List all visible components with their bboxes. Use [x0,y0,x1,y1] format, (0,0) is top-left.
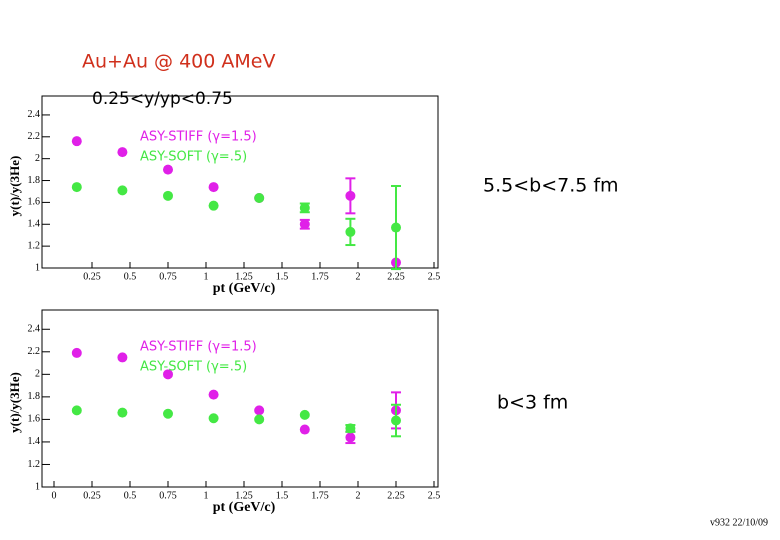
x-tick-label: 0.25 [83,271,101,282]
data-point [71,136,82,147]
y-tick-label: 2.4 [28,324,41,335]
x-tick-label: 2 [356,490,361,501]
y-tick-label: 1.6 [28,414,41,425]
data-point [71,347,82,358]
x-tick-label: 1.75 [311,490,329,501]
y-tick-label: 2 [35,153,40,164]
data-point [299,409,310,420]
annotation: b<3 fm [497,392,568,414]
x-tick-label: 2 [356,271,361,282]
y-tick-label: 1.2 [28,240,41,251]
y-tick-label: 1.4 [28,219,41,230]
x-tick-label: 0.75 [159,271,177,282]
x-tick-label: 2.5 [428,271,441,282]
x-tick-label: 2.25 [387,490,405,501]
footer: v932 22/10/09 [710,517,768,528]
data-point [71,182,82,193]
legend-entry: ASY-SOFT (γ=.5) [140,150,247,165]
data-point [117,352,128,363]
data-point [345,432,356,443]
slide-title: Au+Au @ 400 AMeV [82,51,275,73]
y-tick-label: 1.2 [28,459,41,470]
annotation: 5.5<b<7.5 fm [483,175,619,197]
y-tick-label: 2.4 [28,109,41,120]
data-point [299,202,310,213]
data-point [117,147,128,158]
data-point [254,414,265,425]
y-tick-label: 2 [35,369,40,380]
data-point [345,190,356,201]
y-tick-label: 1.8 [28,175,41,186]
x-tick-label: 0.75 [159,490,177,501]
plot-frame [41,309,439,488]
data-point [391,222,401,233]
slide-subtitle: 0.25<y/yp<0.75 [92,89,233,109]
x-tick-label: 1.25 [235,271,253,282]
y-tick-label: 1.8 [28,391,41,402]
data-point [163,164,173,175]
data-point [299,424,310,435]
data-point [208,200,219,211]
data-point [208,389,219,400]
y-tick-label: 1.6 [28,197,41,208]
data-point [71,405,82,416]
x-tick-label: 0.5 [124,271,137,282]
x-axis-label: pt (GeV/c) [213,500,276,515]
x-tick-label: 1 [204,271,209,282]
data-point [117,185,128,196]
data-point [299,219,310,230]
x-tick-label: 1 [204,490,209,501]
x-tick-label: 0.25 [83,490,101,501]
data-point [345,423,356,434]
data-point [163,408,173,419]
data-point [208,413,219,424]
y-axis-label: y(t)/y(3He) [7,372,22,433]
y-axis-label: y(t)/y(3He) [7,156,22,217]
x-tick-label: 0 [52,490,57,501]
data-point [254,193,265,204]
x-axis-label: pt (GeV/c) [213,281,276,296]
x-tick-label: 1.75 [311,271,329,282]
data-point [163,369,173,380]
data-point [345,226,356,237]
x-tick-label: 0.5 [124,490,137,501]
data-point [163,190,173,201]
y-tick-label: 1.4 [28,436,41,447]
data-point [208,182,219,193]
y-tick-label: 2.2 [28,346,41,357]
data-point [117,407,128,418]
x-tick-label: 1.25 [235,490,253,501]
x-tick-label: 2.25 [387,271,405,282]
plot-frame [41,95,439,269]
y-tick-label: 1 [35,262,40,273]
y-tick-label: 2.2 [28,131,41,142]
data-point [254,405,265,416]
legend-entry: ASY-SOFT (γ=.5) [140,360,247,375]
legend-entry: ASY-STIFF (γ=1.5) [140,130,257,145]
y-tick-label: 1 [35,481,40,492]
x-tick-label: 2.5 [428,490,441,501]
data-point [391,415,401,426]
legend-entry: ASY-STIFF (γ=1.5) [140,340,257,355]
x-tick-label: 1.5 [276,490,289,501]
x-tick-label: 1.5 [276,271,289,282]
